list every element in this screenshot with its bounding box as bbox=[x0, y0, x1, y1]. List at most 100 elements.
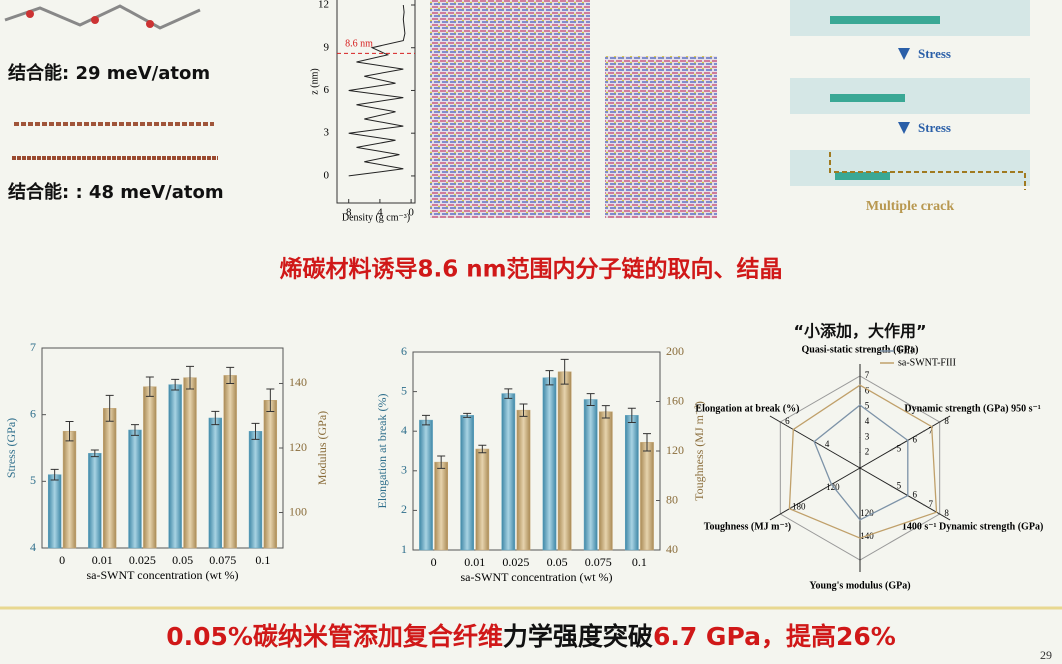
x-tick-label: 0.1 bbox=[632, 555, 647, 569]
bar bbox=[223, 375, 237, 549]
radar-tick-label: 8 bbox=[944, 416, 949, 426]
density-line bbox=[348, 4, 406, 177]
bar bbox=[208, 417, 223, 549]
radar-tick-label: 6 bbox=[913, 434, 918, 444]
radar-axis-label: Dynamic strength (GPa) 950 s⁻¹ bbox=[904, 403, 1040, 414]
y2-tick-label: 120 bbox=[289, 440, 307, 454]
error-bar bbox=[65, 421, 74, 442]
bar bbox=[183, 377, 197, 549]
footer: 0.05%碳纳米管添加复合纤维力学强度突破6.7 GPa，提高26% bbox=[166, 622, 896, 651]
radar-axis-label: Quasi-static strength (GPa) bbox=[801, 344, 918, 355]
radar-title: “小添加，大作用” bbox=[793, 322, 926, 341]
plot-frame bbox=[41, 347, 284, 549]
error-bar bbox=[90, 449, 99, 458]
error-bar bbox=[463, 412, 472, 418]
radar-tick-label: 5 bbox=[865, 401, 870, 411]
radar-tick bbox=[859, 421, 861, 423]
bar bbox=[501, 393, 516, 551]
radar-tick-label: 120 bbox=[860, 508, 874, 518]
radar-axis bbox=[859, 467, 951, 521]
x-tick-label: 0.075 bbox=[209, 553, 236, 567]
z-tick-label: 9 bbox=[324, 41, 330, 53]
error-bar bbox=[560, 358, 569, 385]
radar-axis-label: Elongation at break (%) bbox=[695, 403, 799, 414]
legend-entry: FIII bbox=[898, 345, 914, 356]
radar-tick-label: 4 bbox=[825, 439, 830, 449]
x-tick-label: 0.025 bbox=[502, 555, 529, 569]
radar-tick bbox=[819, 444, 821, 446]
error-bar bbox=[211, 410, 220, 426]
y-tick-label: 6 bbox=[401, 344, 407, 358]
radar-tick-label: 7 bbox=[928, 425, 933, 435]
x-tick-label: 0 bbox=[431, 555, 437, 569]
radar-tick-label: 7 bbox=[928, 499, 933, 509]
bar bbox=[460, 415, 474, 551]
z-tick-label: 3 bbox=[324, 127, 330, 139]
y2-tick-label: 100 bbox=[289, 504, 307, 518]
radar-tick-label: 5 bbox=[897, 444, 902, 454]
x-tick-label: 0.075 bbox=[585, 555, 612, 569]
y2-tick-label: 120 bbox=[666, 443, 684, 457]
md-snapshot bbox=[605, 56, 717, 218]
legend-entry: sa-SWNT-FIII bbox=[898, 357, 956, 368]
crack-label: Multiple crack bbox=[866, 199, 954, 214]
error-bar bbox=[586, 393, 595, 406]
error-bar bbox=[105, 394, 114, 422]
radar-tick-label: 6 bbox=[785, 416, 790, 426]
y-tick-label: 5 bbox=[401, 383, 407, 397]
page-number: 29 bbox=[1040, 648, 1052, 662]
bar bbox=[419, 419, 433, 551]
error-bar bbox=[421, 414, 430, 426]
molecule-image bbox=[4, 4, 218, 160]
footer-part: 力学强度突破 bbox=[503, 622, 653, 651]
radar-tick-label: 5 bbox=[897, 480, 902, 490]
y2-tick-label: 40 bbox=[666, 542, 678, 556]
y-tick-label: 3 bbox=[401, 463, 407, 477]
stress-label: Stress bbox=[918, 46, 951, 61]
error-bar bbox=[226, 366, 235, 384]
crack-illustration bbox=[790, 0, 1030, 190]
bar bbox=[557, 371, 572, 551]
error-bar bbox=[545, 370, 554, 386]
bar bbox=[168, 384, 182, 549]
radar-tick-label: 4 bbox=[865, 416, 870, 426]
density-tick-label: 4 bbox=[377, 207, 383, 219]
headline: 烯碳材料诱导8.6 nm范围内分子链的取向、结晶 bbox=[279, 256, 782, 283]
bar bbox=[599, 411, 613, 551]
x-tick-label: 0.01 bbox=[464, 555, 485, 569]
x-axis-label: sa-SWNT concentration (wt %) bbox=[86, 568, 238, 582]
bar bbox=[88, 453, 102, 549]
radar-tick bbox=[859, 436, 861, 439]
radar-tick-label: 7 bbox=[865, 370, 870, 380]
y2-tick-label: 80 bbox=[666, 492, 678, 506]
error-bar bbox=[186, 365, 195, 390]
error-bar bbox=[504, 388, 513, 399]
z-tick-label: 12 bbox=[318, 0, 329, 11]
bar bbox=[434, 461, 449, 551]
bar bbox=[128, 429, 142, 549]
y2-tick-label: 200 bbox=[666, 344, 684, 358]
bar bbox=[516, 409, 531, 551]
radar-tick-label: 8 bbox=[944, 508, 949, 518]
x-tick-label: 0.05 bbox=[172, 553, 193, 567]
plot-frame bbox=[412, 351, 661, 551]
error-bar bbox=[50, 468, 59, 481]
x-tick-label: 0.1 bbox=[255, 553, 270, 567]
y-tick-label: 5 bbox=[30, 473, 36, 487]
y2-axis-label: Toughness (MJ m⁻³) bbox=[692, 401, 706, 501]
radar-axis bbox=[859, 415, 951, 469]
md-snapshot bbox=[430, 0, 590, 218]
radar-axis-label: 1400 s⁻¹ Dynamic strength (GPa) bbox=[902, 521, 1043, 532]
bar bbox=[103, 408, 117, 549]
axis-frame bbox=[336, 0, 416, 204]
radar-axis-label: Young's modulus (GPa) bbox=[809, 580, 910, 591]
radar-series bbox=[788, 384, 938, 539]
bar bbox=[143, 386, 157, 549]
radar-tick bbox=[922, 504, 925, 506]
binding-energy: 结合能: 29 meV/atom bbox=[8, 62, 210, 84]
radar-tick bbox=[825, 486, 827, 489]
radar-tick bbox=[790, 506, 793, 509]
y-tick-label: 7 bbox=[30, 340, 36, 354]
error-bar bbox=[171, 378, 180, 391]
reference-label: 8.6 nm bbox=[345, 39, 373, 50]
